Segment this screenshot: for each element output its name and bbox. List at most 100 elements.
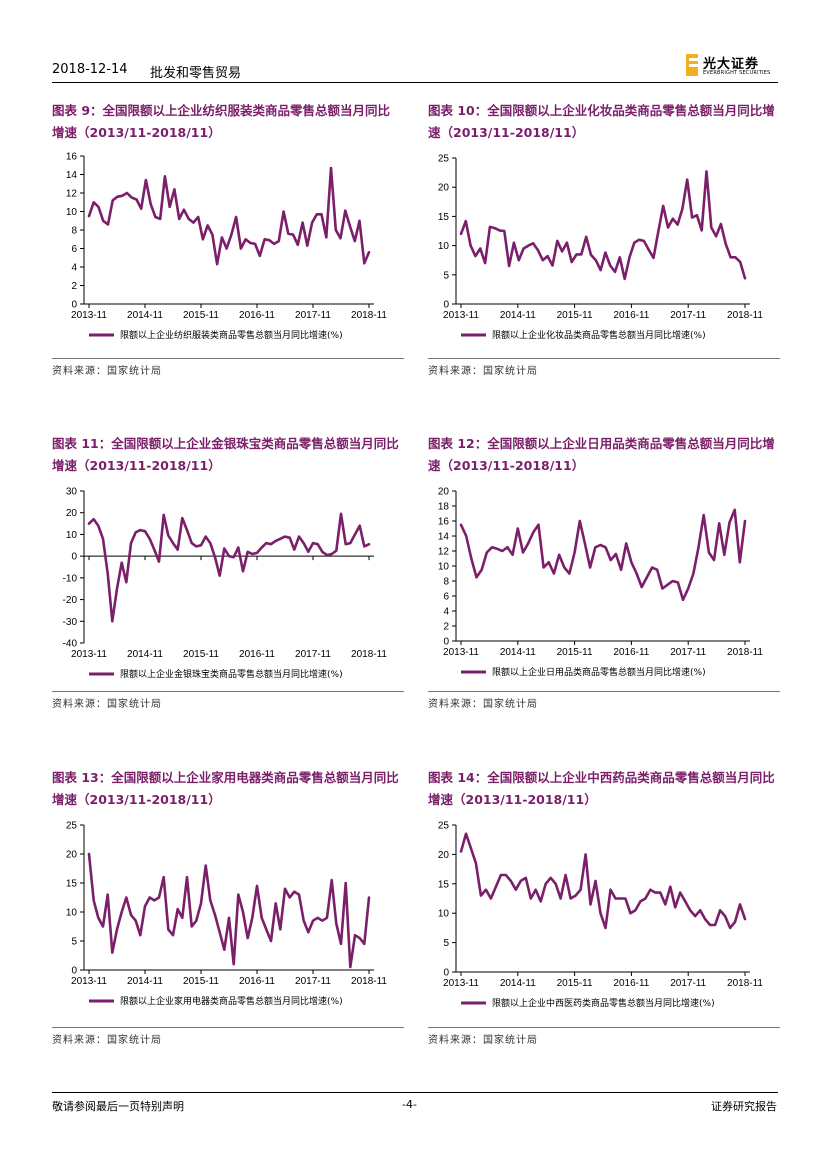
data-point xyxy=(686,179,688,181)
data-point xyxy=(368,896,370,899)
y-tick-label: 16 xyxy=(438,517,450,528)
data-point xyxy=(720,223,722,225)
data-point xyxy=(289,896,291,899)
data-point xyxy=(205,865,207,867)
data-point xyxy=(331,553,333,555)
x-tick-label: 2016-11 xyxy=(613,978,649,989)
x-tick-label: 2017-11 xyxy=(295,310,331,321)
x-tick-label: 2016-11 xyxy=(239,649,275,660)
data-point xyxy=(312,542,314,544)
data-point xyxy=(97,206,100,208)
data-point xyxy=(139,529,141,531)
data-point xyxy=(287,233,289,235)
data-point xyxy=(689,909,691,911)
data-point xyxy=(470,245,472,247)
data-point xyxy=(508,265,510,267)
data-point xyxy=(610,559,612,561)
chart-title: 图表 12：全国限额以上企业日用品类商品零售总额当月同比增速（2013/11-2… xyxy=(428,436,775,473)
data-point xyxy=(585,853,587,855)
logo-en-text: EVERBRIGHT SECURITIES xyxy=(703,70,771,76)
x-tick-label: 2013-11 xyxy=(443,647,479,658)
data-point xyxy=(191,925,193,928)
x-tick-label: 2013-11 xyxy=(443,310,479,321)
data-point xyxy=(479,247,481,250)
y-tick-label: 18 xyxy=(438,502,450,513)
y-tick-label: 0 xyxy=(71,966,77,977)
x-tick-label: 2015-11 xyxy=(183,310,219,321)
data-point xyxy=(181,517,183,519)
data-point xyxy=(209,899,211,901)
data-point xyxy=(121,911,123,913)
data-point xyxy=(522,551,524,554)
data-point xyxy=(135,531,137,533)
data-point xyxy=(131,197,133,199)
data-point xyxy=(649,889,651,891)
data-point xyxy=(192,222,194,224)
data-point xyxy=(316,213,318,215)
y-tick-label: 0 xyxy=(443,968,449,979)
data-point xyxy=(465,220,467,222)
data-point xyxy=(484,262,486,264)
x-tick-label: 2017-11 xyxy=(670,647,706,658)
data-point xyxy=(563,566,565,569)
data-point xyxy=(242,570,244,572)
data-point xyxy=(340,943,342,945)
data-point xyxy=(158,896,160,899)
data-point xyxy=(614,897,617,900)
data-point xyxy=(628,256,631,258)
series-line xyxy=(87,852,371,969)
data-point xyxy=(565,874,567,876)
data-point xyxy=(93,899,95,901)
data-point xyxy=(321,551,323,553)
data-point xyxy=(728,521,731,524)
data-point xyxy=(359,525,361,527)
data-point xyxy=(724,915,726,917)
data-point xyxy=(335,550,337,552)
data-point xyxy=(249,242,251,244)
data-point xyxy=(609,889,612,891)
legend-label: 限额以上企业中西医药类商品零售总额当月同比增速(%) xyxy=(492,997,715,1009)
x-tick-label: 2013-11 xyxy=(71,976,107,987)
data-point xyxy=(566,242,568,244)
data-point xyxy=(681,208,683,210)
data-point xyxy=(325,236,327,238)
data-point xyxy=(164,175,166,177)
data-point xyxy=(278,240,280,242)
y-tick-label: -40 xyxy=(63,639,78,650)
x-tick-label: 2013-11 xyxy=(71,310,107,321)
data-point xyxy=(677,224,679,226)
data-point xyxy=(517,527,519,530)
data-point xyxy=(503,230,505,232)
data-point xyxy=(202,238,204,240)
data-point xyxy=(173,188,175,190)
data-point xyxy=(657,230,659,232)
data-point xyxy=(221,236,223,238)
data-point xyxy=(506,546,509,548)
data-point xyxy=(261,917,263,919)
data-point xyxy=(558,554,560,556)
data-point xyxy=(589,903,592,905)
data-point xyxy=(303,542,305,544)
y-tick-label: 5 xyxy=(443,938,449,949)
data-point xyxy=(188,218,190,220)
data-point xyxy=(335,923,337,925)
data-point xyxy=(570,897,572,900)
x-tick-label: 2017-11 xyxy=(670,310,706,321)
chart-fig14: 0 5 10 15 20 25 2013-11 2014-11 2015-11 2016-11 20… xyxy=(438,821,764,1010)
legend-label: 限额以上企业家用电器类商品零售总额当月同比增速(%) xyxy=(120,995,343,1007)
data-point xyxy=(498,229,501,231)
data-point xyxy=(475,576,478,578)
x-tick-label: 2016-11 xyxy=(613,647,649,658)
data-point xyxy=(744,277,746,279)
data-point xyxy=(149,896,151,899)
data-point xyxy=(145,179,147,181)
data-point xyxy=(326,917,328,919)
chart-block-fig9: 图表 9：全国限额以上企业纺织服装类商品零售总额当月同比增速（2013/11-2… xyxy=(52,100,407,380)
data-point xyxy=(580,889,582,891)
page-number: -4- xyxy=(402,1098,417,1111)
data-point xyxy=(604,927,607,929)
chart-divider xyxy=(428,358,780,359)
y-tick-label: 0 xyxy=(443,637,449,648)
data-point xyxy=(470,847,472,850)
data-point xyxy=(548,561,550,563)
